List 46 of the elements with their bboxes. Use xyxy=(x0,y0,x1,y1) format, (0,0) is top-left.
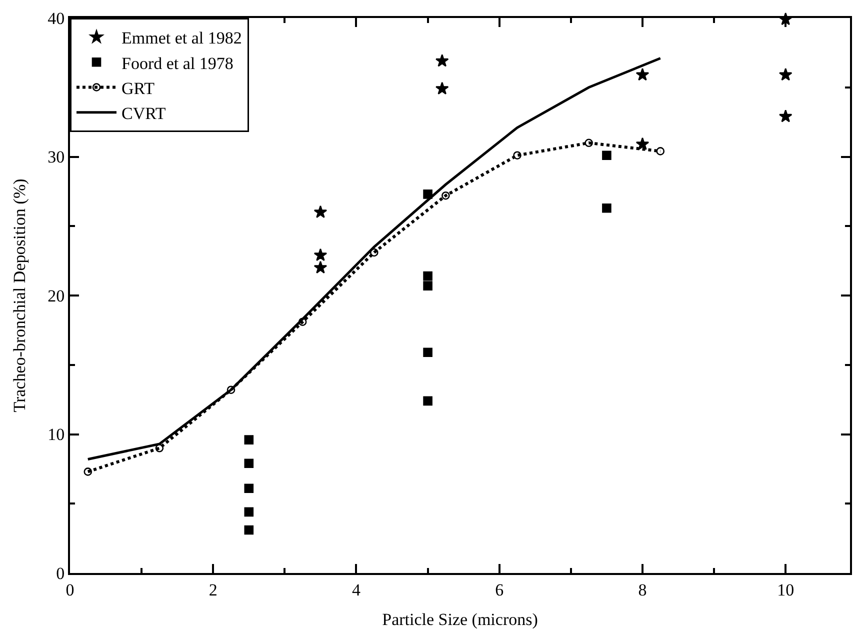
point xyxy=(423,348,432,358)
point xyxy=(636,68,650,81)
x-tick-label: 10 xyxy=(777,580,794,600)
legend-label: Foord et al 1978 xyxy=(122,54,234,73)
point xyxy=(656,147,665,156)
x-tick-label: 2 xyxy=(208,580,218,600)
point xyxy=(244,507,254,517)
point xyxy=(442,191,450,200)
y-tick-label: 10 xyxy=(48,425,65,444)
point xyxy=(370,248,378,257)
y-tick-label: 20 xyxy=(48,286,65,306)
point xyxy=(584,138,593,148)
point xyxy=(244,525,254,535)
point xyxy=(423,281,432,290)
point xyxy=(423,190,432,199)
y-tick-label: 30 xyxy=(48,148,65,167)
x-tick-label: 4 xyxy=(352,580,361,600)
point xyxy=(435,54,449,67)
point xyxy=(423,271,432,281)
point xyxy=(298,318,307,326)
point xyxy=(513,151,522,160)
point xyxy=(155,444,164,452)
x-axis-title: Particle Size (microns) xyxy=(382,610,538,629)
point xyxy=(602,150,612,160)
point xyxy=(314,205,328,218)
x-tick-label: 6 xyxy=(495,580,504,600)
point xyxy=(244,458,254,468)
point xyxy=(314,260,328,274)
y-tick-label: 0 xyxy=(56,564,65,583)
point xyxy=(84,468,92,476)
point xyxy=(423,396,432,406)
point xyxy=(602,203,612,213)
y-tick-label: 40 xyxy=(48,8,65,28)
point xyxy=(314,248,328,262)
point xyxy=(244,435,254,444)
point xyxy=(636,137,650,150)
point xyxy=(244,484,254,494)
legend-label: CVRT xyxy=(122,104,166,123)
point xyxy=(435,82,449,95)
point xyxy=(778,68,792,81)
legend-label: GRT xyxy=(122,78,156,98)
y-axis-title: Tracheo-bronchial Deposition (%) xyxy=(10,178,29,412)
point xyxy=(226,386,236,394)
x-tick-label: 8 xyxy=(638,580,647,600)
point xyxy=(778,110,792,122)
legend-label: Emmet et al 1982 xyxy=(122,28,242,48)
